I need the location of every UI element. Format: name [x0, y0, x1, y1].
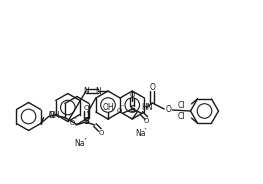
Text: ⁺: ⁺	[144, 128, 147, 134]
Text: HN: HN	[141, 103, 153, 112]
Text: O: O	[49, 111, 55, 120]
Text: N: N	[83, 86, 89, 95]
Text: O: O	[144, 118, 149, 124]
Text: Na: Na	[135, 130, 145, 139]
Text: OH: OH	[102, 103, 114, 112]
Text: O: O	[83, 105, 89, 111]
Text: O: O	[149, 82, 155, 91]
Text: S: S	[83, 118, 89, 127]
Text: ⁺: ⁺	[83, 139, 87, 144]
Text: NH: NH	[49, 111, 60, 120]
Text: O: O	[117, 108, 122, 114]
Text: O: O	[165, 105, 171, 114]
Text: O: O	[69, 120, 75, 126]
Text: N: N	[95, 86, 101, 95]
Text: ⁻: ⁻	[121, 105, 124, 111]
Text: O: O	[130, 92, 135, 98]
Text: Cl: Cl	[178, 101, 185, 110]
Text: S: S	[129, 105, 135, 114]
Text: O: O	[98, 130, 104, 136]
Text: Cl: Cl	[178, 112, 185, 121]
Text: ⁻: ⁻	[73, 118, 77, 123]
Text: Na: Na	[75, 139, 85, 148]
